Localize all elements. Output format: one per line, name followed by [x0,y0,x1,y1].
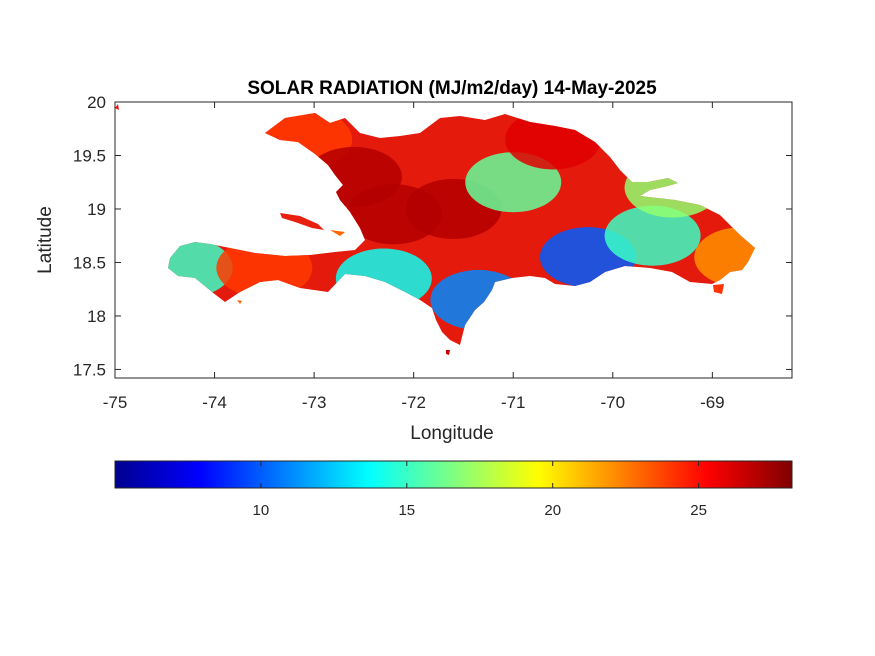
corner-speck [115,104,119,110]
navassa-island [237,300,242,304]
y-axis-label: Latitude [35,206,56,274]
x-tick-label: -70 [601,393,626,412]
x-tick-label: -72 [401,393,426,412]
colorbar-tick-label: 15 [398,502,415,519]
x-tick-label: -75 [103,393,128,412]
gonave-island [330,230,345,236]
x-tick-label: -74 [202,393,227,412]
colorbar-tick-label: 10 [253,502,270,519]
y-tick-label: 18 [87,307,106,326]
saona-island [713,284,724,294]
colorbar-ticks: 10 15 20 25 [253,461,707,519]
heat-region [694,227,755,288]
x-tick-label: -73 [302,393,327,412]
x-axis-label: Longitude [410,423,493,444]
tortue-island [280,213,324,230]
x-tick-label: -69 [700,393,725,412]
y-tick-label: 17.5 [73,360,106,379]
heat-blobs [168,113,755,330]
x-tick-label: -71 [501,393,526,412]
heat-region [604,205,701,266]
colorbar-tick-label: 25 [690,502,707,519]
y-tick-label: 19 [87,200,106,219]
axes-box [114,101,793,379]
y-tick-label: 20 [87,93,106,112]
y-axis: 17.5 18 18.5 19 19.5 20 [73,93,792,379]
heat-region [168,237,233,298]
colorbar-tick-label: 20 [544,502,561,519]
small-islands [115,104,724,355]
y-tick-label: 18.5 [73,253,106,272]
beata-island [446,350,450,355]
chart-title: SOLAR RADIATION (MJ/m2/day) 14-May-2025 [247,78,657,99]
x-axis: -75 -74 -73 -72 -71 -70 -69 [103,102,725,412]
y-tick-label: 19.5 [73,146,106,165]
colorbar [114,460,793,489]
